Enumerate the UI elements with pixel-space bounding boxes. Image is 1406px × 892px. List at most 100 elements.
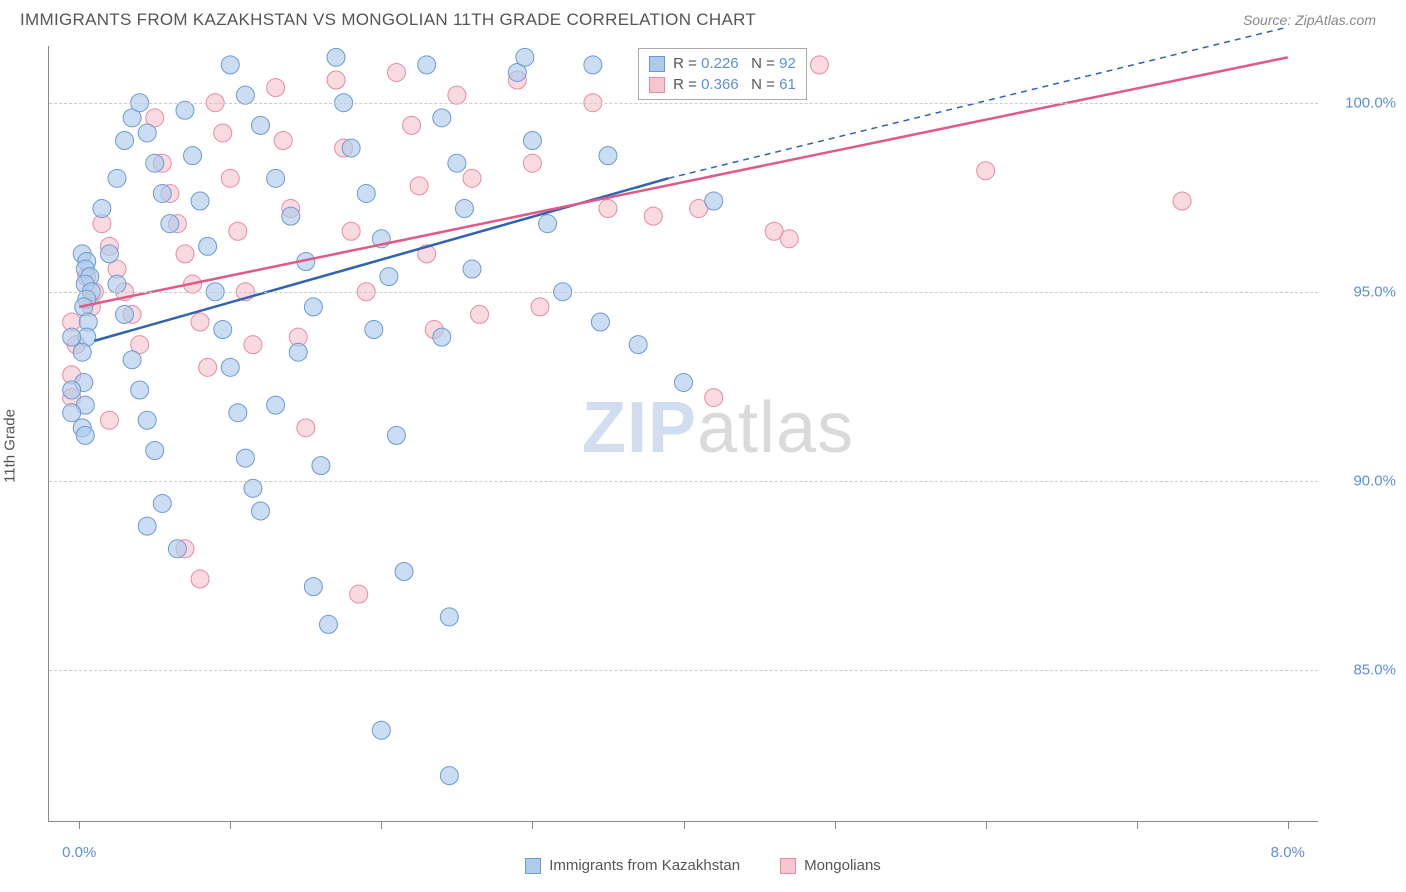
data-point [184, 147, 202, 165]
data-point [591, 313, 609, 331]
data-point [644, 207, 662, 225]
data-point [418, 56, 436, 74]
legend-stats-text: R = 0.366 N = 61 [673, 76, 796, 93]
y-tick-label: 85.0% [1326, 661, 1396, 678]
x-tick [230, 821, 231, 829]
data-point [267, 396, 285, 414]
data-point [675, 373, 693, 391]
data-point [116, 305, 134, 323]
data-point [410, 177, 428, 195]
data-point [199, 358, 217, 376]
data-point [63, 381, 81, 399]
plot-svg [49, 46, 1318, 821]
data-point [312, 457, 330, 475]
data-point [63, 328, 81, 346]
data-point [365, 321, 383, 339]
y-axis-title: 11th Grade [2, 409, 19, 483]
data-point [199, 237, 217, 255]
data-point [100, 245, 118, 263]
y-tick-label: 90.0% [1326, 472, 1396, 489]
data-point [350, 585, 368, 603]
x-tick [1288, 821, 1289, 829]
data-point [229, 404, 247, 422]
data-point [455, 200, 473, 218]
data-point [191, 192, 209, 210]
legend-swatch [649, 77, 665, 93]
data-point [146, 442, 164, 460]
legend-stats-row: R = 0.226 N = 92 [649, 53, 796, 74]
data-point [191, 313, 209, 331]
source-label: Source: ZipAtlas.com [1243, 12, 1376, 28]
gridline [49, 292, 1318, 293]
x-tick [381, 821, 382, 829]
data-point [372, 721, 390, 739]
data-point [138, 411, 156, 429]
data-point [387, 426, 405, 444]
data-point [93, 200, 111, 218]
data-point [116, 132, 134, 150]
data-point [977, 162, 995, 180]
data-point [463, 169, 481, 187]
data-point [629, 336, 647, 354]
data-point [440, 608, 458, 626]
data-point [252, 116, 270, 134]
data-point [342, 222, 360, 240]
data-point [191, 570, 209, 588]
data-point [705, 192, 723, 210]
data-point [267, 169, 285, 187]
y-tick-label: 95.0% [1326, 283, 1396, 300]
data-point [138, 124, 156, 142]
data-point [168, 540, 186, 558]
x-tick [1137, 821, 1138, 829]
data-point [274, 132, 292, 150]
data-point [229, 222, 247, 240]
data-point [780, 230, 798, 248]
data-point [342, 139, 360, 157]
data-point [161, 215, 179, 233]
data-point [433, 328, 451, 346]
x-tick [79, 821, 80, 829]
data-point [146, 154, 164, 172]
data-point [221, 56, 239, 74]
data-point [100, 411, 118, 429]
legend-label-mongolians: Mongolians [804, 857, 881, 874]
data-point [1173, 192, 1191, 210]
y-tick-label: 100.0% [1326, 94, 1396, 111]
data-point [433, 109, 451, 127]
chart-plot-area: ZIPatlas 85.0%90.0%95.0%100.0%0.0%8.0%R … [48, 46, 1318, 822]
legend-label-kazakhstan: Immigrants from Kazakhstan [549, 857, 740, 874]
swatch-kazakhstan [525, 858, 541, 874]
data-point [531, 298, 549, 316]
gridline [49, 481, 1318, 482]
data-point [176, 245, 194, 263]
data-point [463, 260, 481, 278]
data-point [539, 215, 557, 233]
data-point [282, 207, 300, 225]
data-point [289, 343, 307, 361]
data-point [471, 305, 489, 323]
data-point [108, 169, 126, 187]
data-point [252, 502, 270, 520]
data-point [599, 200, 617, 218]
data-point [214, 321, 232, 339]
data-point [63, 404, 81, 422]
x-tick [532, 821, 533, 829]
data-point [236, 449, 254, 467]
data-point [440, 767, 458, 785]
chart-title: IMMIGRANTS FROM KAZAKHSTAN VS MONGOLIAN … [20, 10, 756, 30]
data-point [403, 116, 421, 134]
data-point [236, 86, 254, 104]
gridline [49, 670, 1318, 671]
x-tick [684, 821, 685, 829]
data-point [448, 86, 466, 104]
data-point [599, 147, 617, 165]
data-point [267, 79, 285, 97]
swatch-mongolians [780, 858, 796, 874]
data-point [304, 298, 322, 316]
data-point [73, 343, 91, 361]
data-point [153, 184, 171, 202]
legend-swatch [649, 56, 665, 72]
data-point [319, 615, 337, 633]
data-point [138, 517, 156, 535]
data-point [244, 479, 262, 497]
